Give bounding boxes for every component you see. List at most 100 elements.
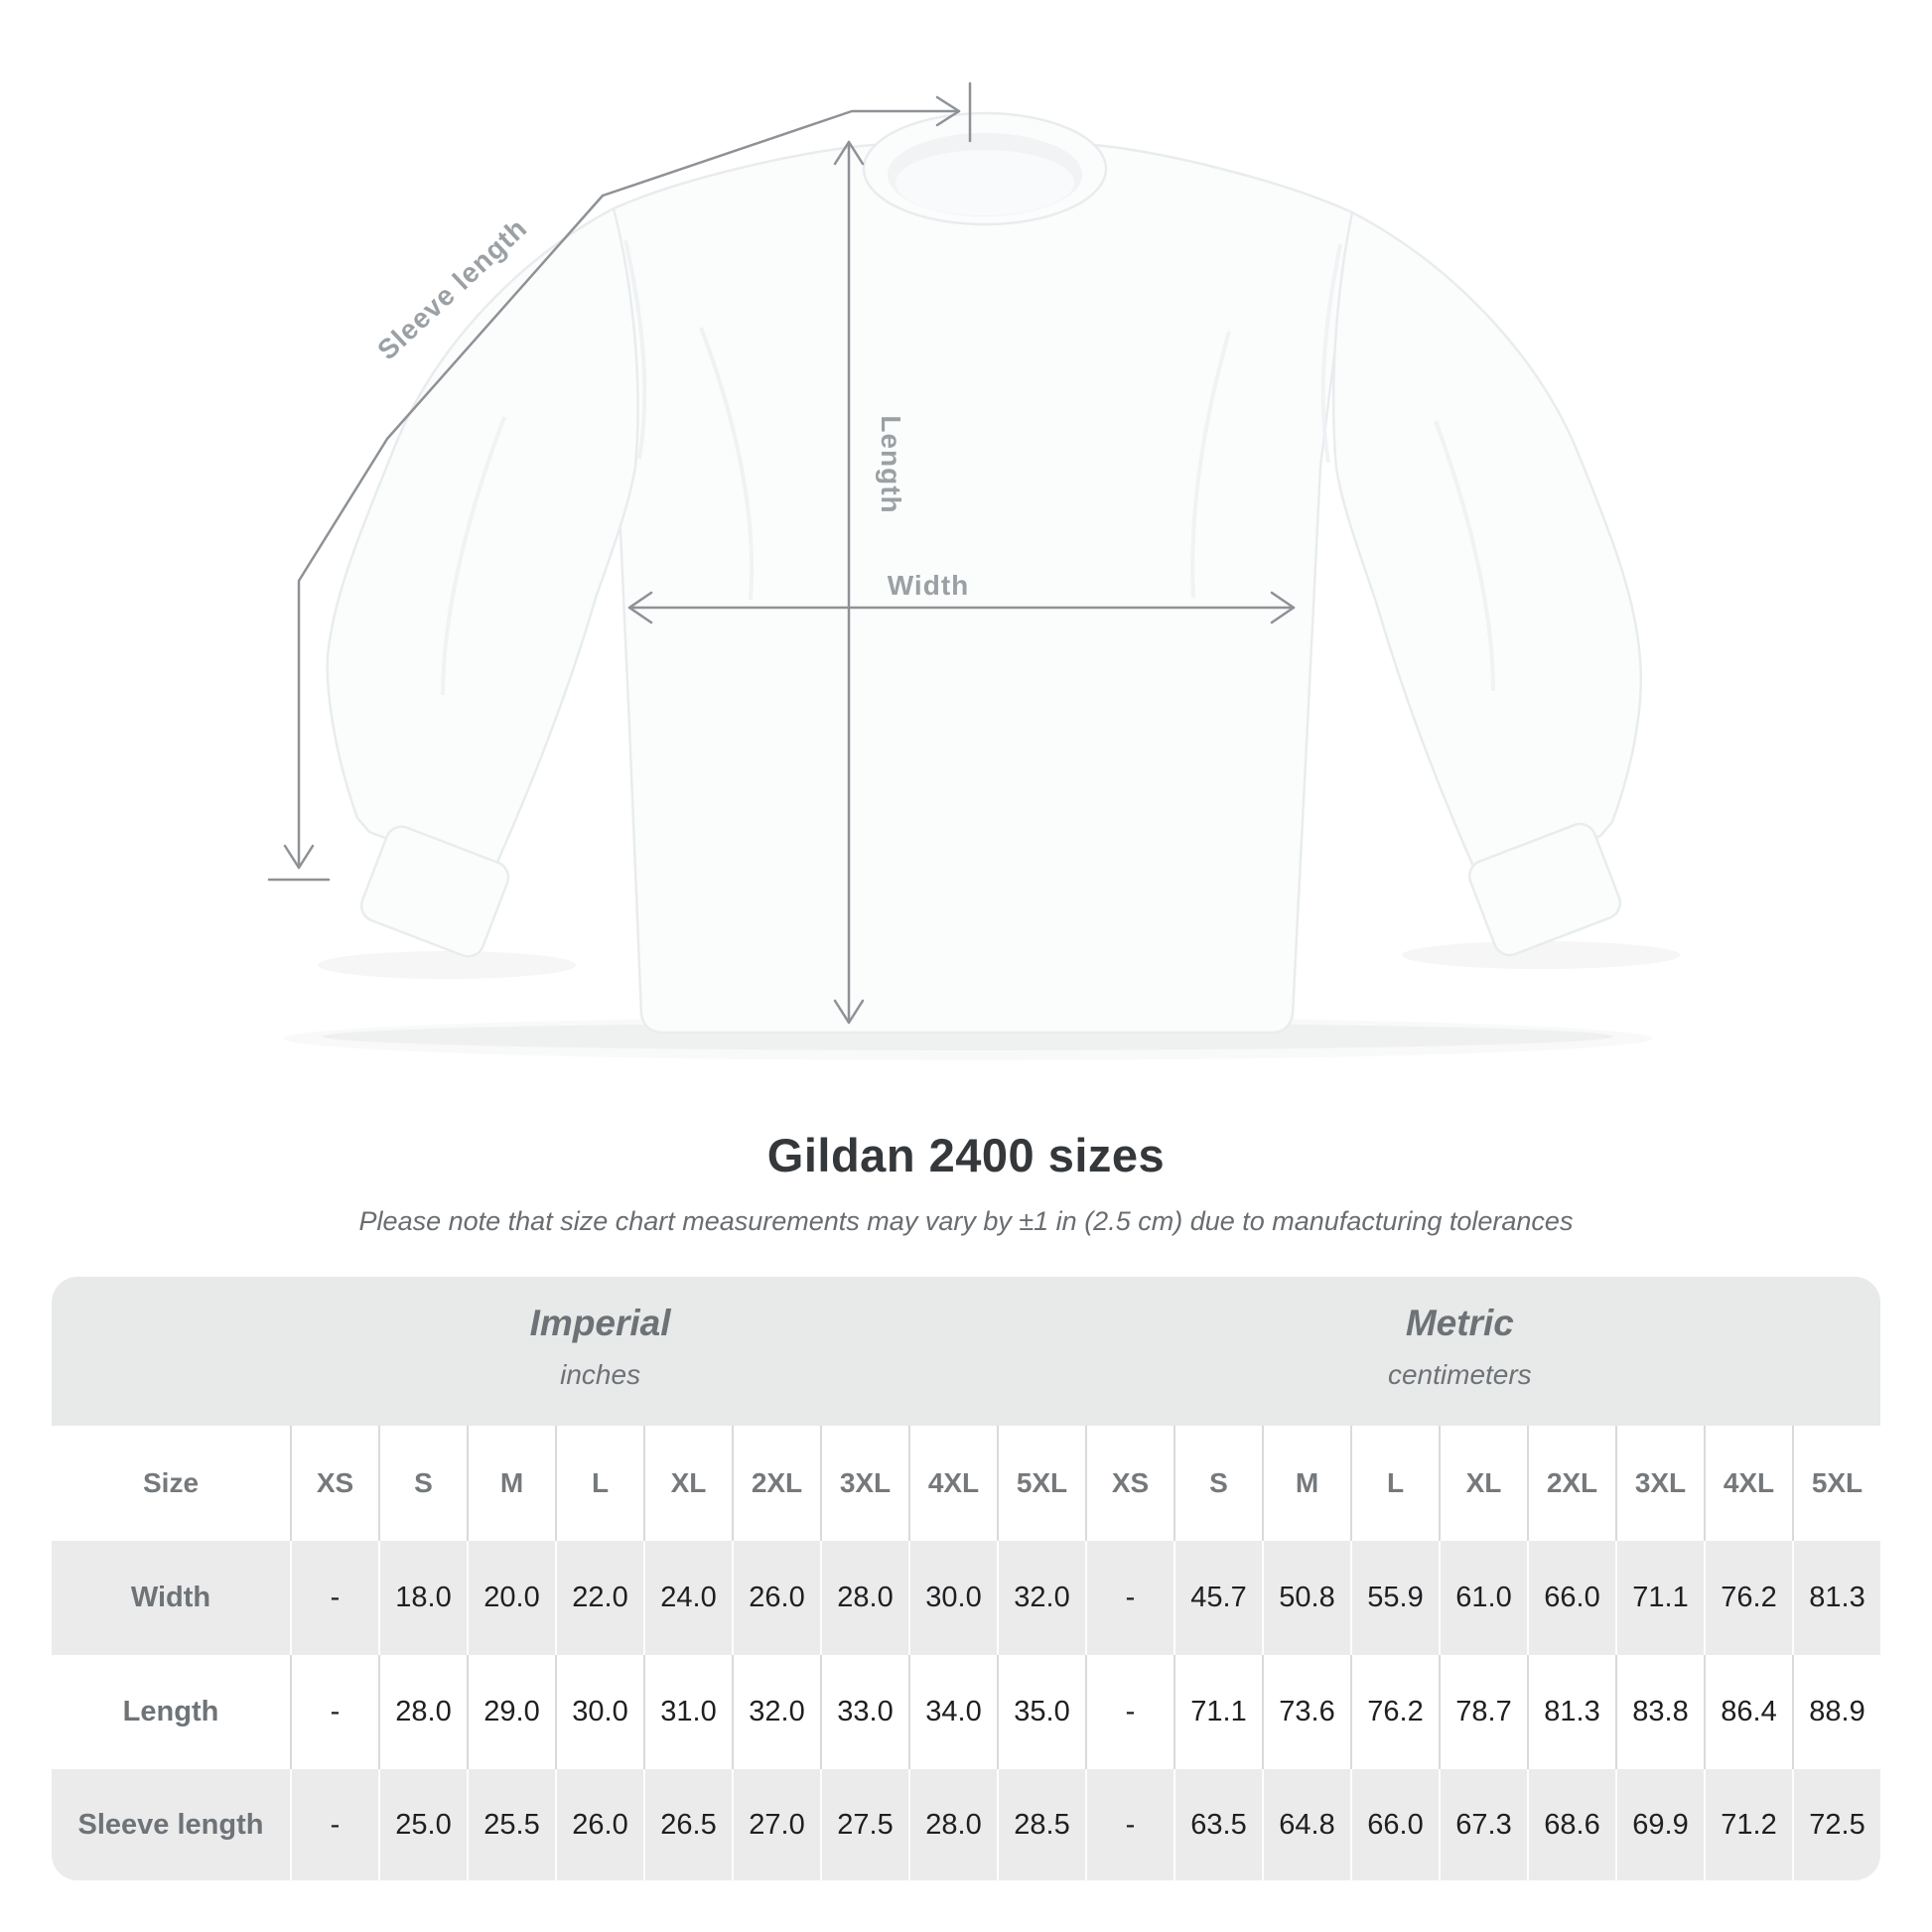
length-value-cell-2: 29.0 bbox=[467, 1655, 555, 1769]
sleeve-value-cell-4: 26.5 bbox=[643, 1769, 732, 1880]
width-label: Width bbox=[888, 570, 970, 601]
width-value-cell-6: 28.0 bbox=[820, 1541, 908, 1655]
size-header-cell-6: 3XL bbox=[820, 1426, 908, 1541]
width-value-cell-2: 20.0 bbox=[467, 1541, 555, 1655]
size-column-header: Size bbox=[142, 1467, 200, 1498]
width-value-cell-7: 30.0 bbox=[908, 1541, 997, 1655]
length-value-cell-13: 78.7 bbox=[1439, 1655, 1527, 1769]
sleeve-value-cell-14: 68.6 bbox=[1527, 1769, 1615, 1880]
table-row-length: Length -28.0 29.0 30.0 31.0 32.0 33.0 34.0 35.0… bbox=[52, 1655, 1880, 1769]
width-value-cell-16: 76.2 bbox=[1704, 1541, 1792, 1655]
length-value-cell-7: 34.0 bbox=[908, 1655, 997, 1769]
length-value-cell-1: 28.0 bbox=[378, 1655, 467, 1769]
table-row-width: Width -18.0 20.0 22.0 24.0 26.0 28.0 30.0 32.0-… bbox=[52, 1541, 1880, 1655]
size-header-cell-14: 2XL bbox=[1527, 1426, 1615, 1541]
length-value-cell-9: - bbox=[1085, 1655, 1173, 1769]
length-value-cell-14: 81.3 bbox=[1527, 1655, 1615, 1769]
sleeve-value-cell-8: 28.5 bbox=[997, 1769, 1085, 1880]
sleeve-value-cell-17: 72.5 bbox=[1792, 1769, 1880, 1880]
sleeve-value-cell-13: 67.3 bbox=[1439, 1769, 1527, 1880]
size-header-cell-4: XL bbox=[643, 1426, 732, 1541]
length-value-cell-0: - bbox=[290, 1655, 378, 1769]
long-sleeve-shirt-illustration: Sleeve length Length Width bbox=[267, 81, 1680, 1060]
title-block: Gildan 2400 sizes Please note that size … bbox=[0, 1128, 1932, 1237]
tolerance-note: Please note that size chart measurements… bbox=[358, 1206, 1574, 1236]
width-value-cell-14: 66.0 bbox=[1527, 1541, 1615, 1655]
sleeve-value-cell-12: 66.0 bbox=[1350, 1769, 1439, 1880]
sleeve-value-cell-2: 25.5 bbox=[467, 1769, 555, 1880]
imperial-unit: inches bbox=[560, 1359, 641, 1390]
shirt-right-sleeve bbox=[1331, 210, 1643, 882]
size-table: Imperial inches Metric centimeters Size … bbox=[52, 1277, 1880, 1880]
size-header-cell-7: 4XL bbox=[908, 1426, 997, 1541]
length-value-cell-10: 71.1 bbox=[1173, 1655, 1262, 1769]
metric-title: Metric bbox=[1405, 1303, 1514, 1343]
shirt-right-cuff bbox=[1467, 822, 1622, 957]
table-header-row: Size XS S M L XL 2XL 3XL 4XL 5XL XS S M L XL 2XL 3XL 4XL… bbox=[52, 1426, 1880, 1541]
length-value-cell-12: 76.2 bbox=[1350, 1655, 1439, 1769]
length-value-cell-15: 83.8 bbox=[1615, 1655, 1704, 1769]
width-value-cell-3: 22.0 bbox=[555, 1541, 643, 1655]
sleeve-value-cell-11: 64.8 bbox=[1262, 1769, 1350, 1880]
sleeve-value-cell-10: 63.5 bbox=[1173, 1769, 1262, 1880]
size-header-cell-13: XL bbox=[1439, 1426, 1527, 1541]
width-value-cell-10: 45.7 bbox=[1173, 1541, 1262, 1655]
width-value-cell-4: 24.0 bbox=[643, 1541, 732, 1655]
shirt-collar bbox=[862, 111, 1108, 226]
sleeve-value-cell-16: 71.2 bbox=[1704, 1769, 1792, 1880]
shirt-left-cuff bbox=[359, 825, 510, 958]
shirt-left-sleeve bbox=[326, 207, 639, 880]
length-value-cell-17: 88.9 bbox=[1792, 1655, 1880, 1769]
width-value-cell-9: - bbox=[1085, 1541, 1173, 1655]
width-value-cell-12: 55.9 bbox=[1350, 1541, 1439, 1655]
sleeve-length-arrow bbox=[267, 81, 972, 882]
unit-system-band: Imperial inches Metric centimeters bbox=[52, 1277, 1880, 1426]
size-header-cell-10: S bbox=[1173, 1426, 1262, 1541]
sleeve-value-cell-1: 25.0 bbox=[378, 1769, 467, 1880]
sleeve-value-cell-15: 69.9 bbox=[1615, 1769, 1704, 1880]
page-title: Gildan 2400 sizes bbox=[766, 1129, 1166, 1181]
length-arrow bbox=[833, 140, 865, 1025]
shirt-measurement-diagram: Sleeve length Length Width bbox=[267, 81, 1680, 1060]
length-value-cell-8: 35.0 bbox=[997, 1655, 1085, 1769]
width-value-cell-5: 26.0 bbox=[732, 1541, 820, 1655]
sleeve-value-cell-0: - bbox=[290, 1769, 378, 1880]
length-value-cell-16: 86.4 bbox=[1704, 1655, 1792, 1769]
size-header-cell-12: L bbox=[1350, 1426, 1439, 1541]
size-header-cell-1: S bbox=[378, 1426, 467, 1541]
sleeve-value-cell-7: 28.0 bbox=[908, 1769, 997, 1880]
size-header-cell-3: L bbox=[555, 1426, 643, 1541]
size-header-cell-16: 4XL bbox=[1704, 1426, 1792, 1541]
shirt-shadow bbox=[283, 941, 1680, 1060]
width-value-cell-1: 18.0 bbox=[378, 1541, 467, 1655]
size-header-cell-2: M bbox=[467, 1426, 555, 1541]
sleeve-value-cell-9: - bbox=[1085, 1769, 1173, 1880]
imperial-header: Imperial inches bbox=[530, 1303, 671, 1391]
size-header-cell-0: XS bbox=[290, 1426, 378, 1541]
width-arrow bbox=[627, 591, 1296, 624]
width-value-cell-8: 32.0 bbox=[997, 1541, 1085, 1655]
width-value-cell-17: 81.3 bbox=[1792, 1541, 1880, 1655]
table-row-sleeve-length: Sleeve length -25.0 25.5 26.0 26.5 27.0 27.5 2… bbox=[52, 1769, 1880, 1880]
metric-header: Metric centimeters bbox=[1388, 1303, 1532, 1391]
size-header-cell-9: XS bbox=[1085, 1426, 1173, 1541]
size-header-cell-8: 5XL bbox=[997, 1426, 1085, 1541]
row-label-sleeve-length: Sleeve length bbox=[77, 1808, 264, 1841]
length-label: Length bbox=[876, 415, 906, 513]
sleeve-value-cell-6: 27.5 bbox=[820, 1769, 908, 1880]
sleeve-value-cell-5: 27.0 bbox=[732, 1769, 820, 1880]
row-label-width: Width bbox=[130, 1582, 211, 1613]
length-value-cell-4: 31.0 bbox=[643, 1655, 732, 1769]
imperial-title: Imperial bbox=[529, 1303, 671, 1343]
length-value-cell-5: 32.0 bbox=[732, 1655, 820, 1769]
length-value-cell-6: 33.0 bbox=[820, 1655, 908, 1769]
metric-unit: centimeters bbox=[1387, 1359, 1532, 1390]
length-value-cell-3: 30.0 bbox=[555, 1655, 643, 1769]
shirt-body bbox=[612, 143, 1354, 1035]
size-header-cell-5: 2XL bbox=[732, 1426, 820, 1541]
measurement-arrows bbox=[267, 81, 1296, 1025]
width-value-cell-0: - bbox=[290, 1541, 378, 1655]
length-value-cell-11: 73.6 bbox=[1262, 1655, 1350, 1769]
width-value-cell-11: 50.8 bbox=[1262, 1541, 1350, 1655]
width-value-cell-13: 61.0 bbox=[1439, 1541, 1527, 1655]
